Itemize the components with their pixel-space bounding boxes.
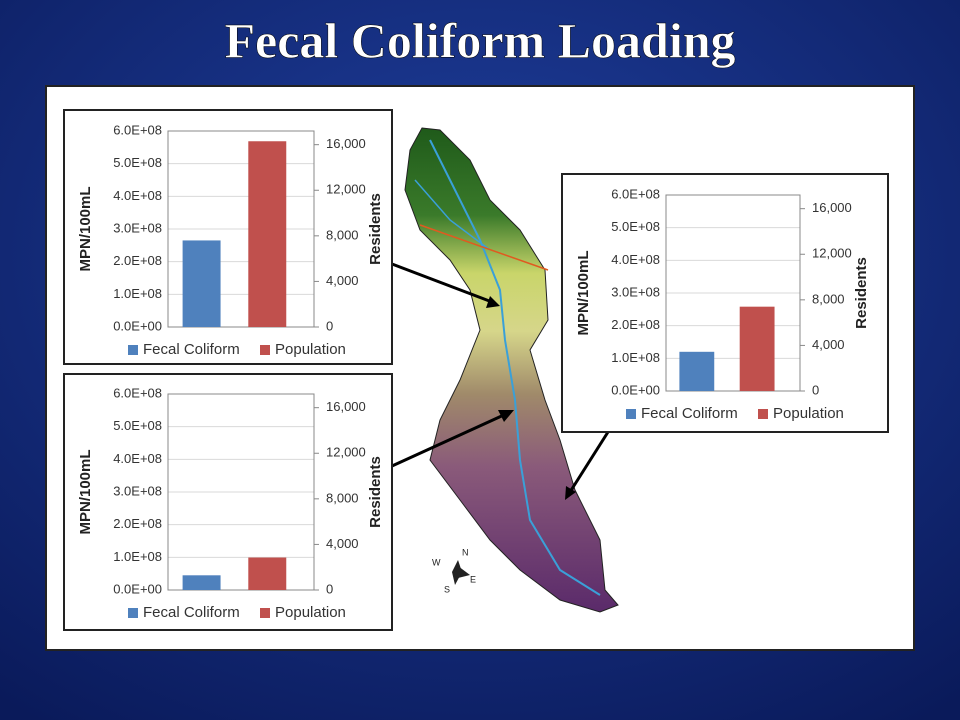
chart-frame bbox=[63, 109, 393, 365]
y-tick-label: 5.0E+08 bbox=[113, 418, 162, 433]
svg-text:W: W bbox=[432, 557, 441, 567]
river bbox=[429, 139, 601, 596]
y2-axis-label: Residents bbox=[367, 193, 384, 265]
y-tick-label: 4.0E+08 bbox=[113, 451, 162, 466]
y-tick-label: 4.0E+08 bbox=[113, 188, 162, 203]
y-tick-label: 3.0E+08 bbox=[611, 284, 660, 299]
y-tick-label: 0.0E+00 bbox=[113, 318, 162, 333]
legend-swatch bbox=[758, 409, 768, 419]
legend-swatch bbox=[128, 608, 138, 618]
bar bbox=[248, 141, 287, 327]
y2-tick-label: 0 bbox=[326, 318, 333, 333]
plot-border bbox=[167, 393, 315, 591]
y-tick-label: 6.0E+08 bbox=[611, 186, 660, 201]
chart-frame bbox=[561, 173, 889, 433]
y-tick-label: 0.0E+00 bbox=[113, 581, 162, 596]
y-tick-label: 2.0E+08 bbox=[611, 317, 660, 332]
legend-label: Population bbox=[275, 604, 346, 621]
y-axis-label: MPN/100mL bbox=[575, 250, 592, 335]
y2-tick-label: 0 bbox=[326, 581, 333, 596]
legend-label: Fecal Coliform bbox=[143, 604, 240, 621]
y-tick-label: 6.0E+08 bbox=[113, 122, 162, 137]
legend-swatch bbox=[128, 345, 138, 355]
chart: 0.0E+00 1.0E+08 2.0E+08 3.0E+08 4.0E+08 5.0E+… bbox=[63, 109, 393, 365]
y2-axis-label: Residents bbox=[367, 456, 384, 528]
y-axis-label: MPN/100mL bbox=[77, 449, 94, 534]
y2-tick-label: 4,000 bbox=[326, 273, 359, 288]
y-tick-label: 6.0E+08 bbox=[113, 385, 162, 400]
legend-label: Fecal Coliform bbox=[143, 341, 240, 358]
y-tick-label: 4.0E+08 bbox=[611, 252, 660, 267]
watershed bbox=[404, 127, 619, 613]
y2-tick-label: 4,000 bbox=[326, 536, 359, 551]
y2-tick-label: 12,000 bbox=[812, 246, 852, 261]
y-tick-label: 3.0E+08 bbox=[113, 220, 162, 235]
y2-tick-label: 12,000 bbox=[326, 182, 366, 197]
plot-border bbox=[167, 130, 315, 328]
y2-tick-label: 8,000 bbox=[326, 227, 359, 242]
legend-label: Population bbox=[275, 341, 346, 358]
map: N W E S bbox=[404, 127, 619, 613]
svg-text:E: E bbox=[470, 574, 476, 584]
compass: N W E S bbox=[432, 547, 476, 594]
bar bbox=[739, 306, 775, 391]
y-tick-label: 1.0E+08 bbox=[113, 549, 162, 564]
bar bbox=[182, 575, 221, 590]
legend-swatch bbox=[260, 608, 270, 618]
svg-text:N: N bbox=[462, 547, 469, 557]
y2-tick-label: 16,000 bbox=[812, 200, 852, 215]
y-tick-label: 2.0E+08 bbox=[113, 253, 162, 268]
road bbox=[419, 224, 549, 271]
legend-swatch bbox=[260, 345, 270, 355]
y2-tick-label: 16,000 bbox=[326, 136, 366, 151]
y2-tick-label: 8,000 bbox=[812, 291, 845, 306]
y-tick-label: 0.0E+00 bbox=[611, 382, 660, 397]
slide-title: Fecal Coliform Loading bbox=[224, 12, 735, 68]
y-tick-label: 2.0E+08 bbox=[113, 516, 162, 531]
y-axis-label: MPN/100mL bbox=[77, 186, 94, 271]
arrows bbox=[391, 262, 610, 500]
bar bbox=[248, 557, 287, 590]
bar bbox=[679, 351, 715, 391]
y2-tick-label: 4,000 bbox=[812, 337, 845, 352]
bar bbox=[182, 240, 221, 327]
legend-label: Fecal Coliform bbox=[641, 405, 738, 422]
y2-tick-label: 16,000 bbox=[326, 399, 366, 414]
y2-tick-label: 0 bbox=[812, 382, 819, 397]
tributary bbox=[414, 179, 491, 251]
y-tick-label: 3.0E+08 bbox=[113, 483, 162, 498]
chart-frame bbox=[63, 373, 393, 631]
svg-text:S: S bbox=[444, 584, 450, 594]
y-tick-label: 5.0E+08 bbox=[113, 155, 162, 170]
plot-border bbox=[665, 194, 801, 392]
chart: 0.0E+00 1.0E+08 2.0E+08 3.0E+08 4.0E+08 5.0E+… bbox=[561, 173, 889, 433]
chart: 0.0E+00 1.0E+08 2.0E+08 3.0E+08 4.0E+08 5.0E+… bbox=[63, 373, 393, 631]
y2-tick-label: 8,000 bbox=[326, 490, 359, 505]
y2-tick-label: 12,000 bbox=[326, 445, 366, 460]
y2-axis-label: Residents bbox=[853, 257, 870, 329]
y-tick-label: 1.0E+08 bbox=[611, 350, 660, 365]
y-tick-label: 5.0E+08 bbox=[611, 219, 660, 234]
legend-swatch bbox=[626, 409, 636, 419]
legend-label: Population bbox=[773, 405, 844, 422]
y-tick-label: 1.0E+08 bbox=[113, 286, 162, 301]
